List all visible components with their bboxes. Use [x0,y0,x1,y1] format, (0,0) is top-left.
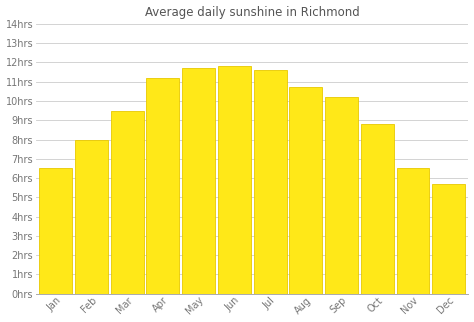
Bar [39,168,72,294]
Bar [146,78,179,294]
Title: Average daily sunshine in Richmond: Average daily sunshine in Richmond [145,5,360,19]
Bar [397,168,429,294]
Bar [325,97,358,294]
Bar [182,68,215,294]
Bar [75,139,108,294]
Bar [290,88,322,294]
Bar [361,124,394,294]
Bar [254,70,287,294]
Bar [111,110,144,294]
Bar [432,184,465,294]
Bar [218,66,251,294]
